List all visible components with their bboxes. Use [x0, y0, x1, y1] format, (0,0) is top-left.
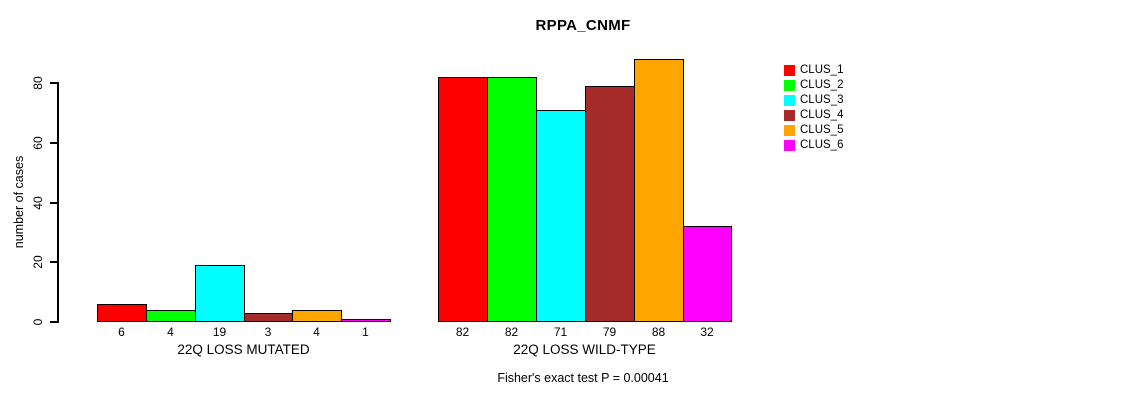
bar-value-label: 6	[118, 325, 125, 339]
legend-label: CLUS_5	[800, 124, 844, 136]
bar-value-label: 71	[553, 325, 568, 339]
legend-label: CLUS_1	[800, 64, 844, 76]
bar-value-label: 1	[362, 325, 369, 339]
bar-clus-5-22q-loss-mutated	[292, 310, 342, 322]
legend-swatch-clus-6	[784, 140, 795, 151]
y-tick	[50, 82, 58, 84]
y-tick	[50, 261, 58, 263]
bar-clus-3-22q-loss-mutated	[195, 265, 245, 322]
legend-swatch-clus-1	[784, 65, 795, 76]
legend-label: CLUS_6	[800, 139, 844, 151]
legend-label: CLUS_2	[800, 79, 844, 91]
bar-clus-3-22q-loss-wild-type	[536, 110, 586, 322]
bar-clus-2-22q-loss-wild-type	[487, 77, 537, 322]
legend-label: CLUS_4	[800, 109, 844, 121]
y-tick	[50, 142, 58, 144]
bar-value-label: 82	[504, 325, 519, 339]
bar-value-label: 82	[455, 325, 470, 339]
y-tick-label: 60	[31, 136, 45, 150]
x-group-label-22q-loss-wild-type: 22Q LOSS WILD-TYPE	[513, 342, 656, 357]
y-tick	[50, 321, 58, 323]
legend-swatch-clus-2	[784, 80, 795, 91]
legend-swatch-clus-3	[784, 95, 795, 106]
legend-label: CLUS_3	[800, 94, 844, 106]
footer-stat-note: Fisher's exact test P = 0.00041	[497, 371, 669, 385]
bar-clus-6-22q-loss-mutated	[341, 319, 391, 322]
bar-value-label: 32	[700, 325, 714, 339]
y-tick	[50, 202, 58, 204]
bar-value-label: 19	[212, 325, 227, 339]
bar-clus-4-22q-loss-mutated	[244, 313, 293, 322]
y-tick-label: 40	[31, 196, 45, 210]
bar-clus-1-22q-loss-wild-type	[438, 77, 488, 322]
bar-clus-6-22q-loss-wild-type	[683, 226, 732, 322]
bar-clus-1-22q-loss-mutated	[97, 304, 147, 322]
bar-value-label: 79	[602, 325, 617, 339]
bar-clus-5-22q-loss-wild-type	[634, 59, 684, 322]
chart-title: RPPA_CNMF	[535, 17, 631, 34]
y-axis-line	[57, 82, 59, 323]
bar-clus-2-22q-loss-mutated	[146, 310, 196, 322]
bar-value-label: 4	[313, 325, 320, 339]
y-tick-label: 80	[31, 76, 45, 90]
bar-value-label: 3	[264, 325, 272, 339]
legend-swatch-clus-4	[784, 110, 795, 121]
bar-clus-4-22q-loss-wild-type	[585, 86, 635, 322]
x-group-label-22q-loss-mutated: 22Q LOSS MUTATED	[177, 342, 310, 357]
y-axis-label: number of cases	[12, 155, 26, 249]
legend-swatch-clus-5	[784, 125, 795, 136]
bar-value-label: 4	[167, 325, 174, 339]
y-tick-label: 20	[31, 255, 45, 269]
y-tick-label: 0	[31, 318, 45, 326]
bar-value-label: 88	[651, 325, 666, 339]
